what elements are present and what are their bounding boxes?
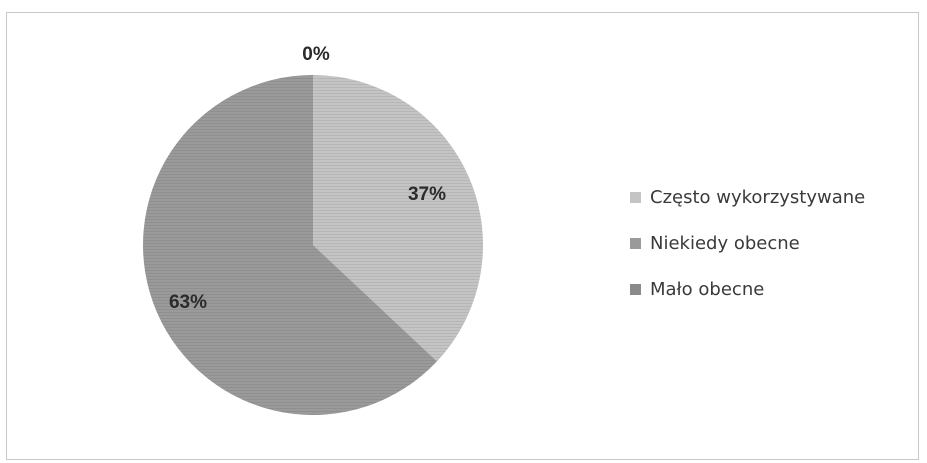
data-label-rarely: 0% bbox=[302, 44, 330, 65]
pie-slices bbox=[143, 75, 483, 415]
legend-swatch-sometimes bbox=[630, 238, 641, 249]
legend-label-often: Często wykorzystywane bbox=[650, 187, 865, 208]
pie-slice-often-texture bbox=[313, 75, 483, 362]
data-label-often: 37% bbox=[408, 184, 446, 205]
legend-label-rarely: Mało obecne bbox=[650, 279, 764, 300]
legend-swatch-often bbox=[630, 192, 641, 203]
legend: Często wykorzystywane Niekiedy obecne Ma… bbox=[630, 187, 865, 300]
legend-label-sometimes: Niekiedy obecne bbox=[650, 233, 800, 254]
data-label-sometimes: 63% bbox=[169, 292, 207, 313]
legend-swatch-rarely bbox=[630, 284, 641, 295]
legend-item-rarely: Mało obecne bbox=[630, 279, 764, 300]
data-labels: 37% 63% 0% bbox=[169, 44, 446, 313]
legend-item-sometimes: Niekiedy obecne bbox=[630, 233, 800, 254]
legend-item-often: Często wykorzystywane bbox=[630, 187, 865, 208]
pie-slice-sometimes-texture bbox=[143, 75, 437, 415]
